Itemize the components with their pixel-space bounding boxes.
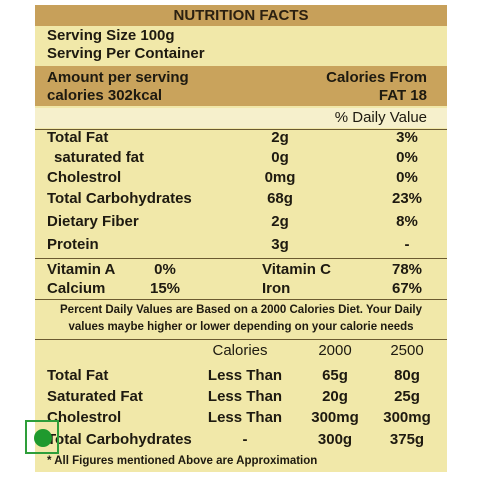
- footnote: Percent Daily Values are Based on a 2000…: [60, 304, 422, 316]
- title: NUTRITION FACTS: [173, 7, 309, 24]
- table-header: 2000: [318, 342, 352, 359]
- table-header: Calories: [212, 342, 268, 359]
- rule: [35, 339, 447, 340]
- table-cell: Total Fat: [47, 367, 109, 384]
- nutrient-name: saturated fat: [54, 149, 145, 166]
- calories: calories 302kcal: [47, 87, 163, 104]
- vitamin-name: Calcium: [47, 280, 106, 297]
- title-band: [35, 5, 447, 26]
- rule: [35, 129, 447, 130]
- serving-size: Serving Size 100g: [47, 27, 175, 44]
- serving-per-container: Serving Per Container: [47, 45, 205, 62]
- vitamin-name: Vitamin C: [262, 261, 331, 278]
- table-cell: -: [242, 431, 248, 448]
- daily-value-header: % Daily Value: [334, 109, 427, 126]
- nutrient-name: Total Carbohydrates: [47, 190, 192, 207]
- vitamin-name: Vitamin A: [47, 261, 116, 278]
- table-cell: 20g: [322, 388, 348, 405]
- nutrient-dv: 8%: [396, 213, 418, 230]
- selection-marker[interactable]: [25, 420, 59, 454]
- rule: [35, 299, 447, 300]
- table-cell: 80g: [394, 367, 420, 384]
- nutrient-amount: 0mg: [264, 169, 296, 186]
- table-cell: 375g: [389, 431, 425, 448]
- table-cell: Less Than: [207, 409, 283, 426]
- nutrient-name: Total Fat: [47, 129, 109, 146]
- footer-note: * All Figures mentioned Above are Approx…: [47, 455, 318, 467]
- nutrient-amount: 0g: [271, 149, 289, 166]
- amount-label: Amount per serving: [47, 69, 189, 86]
- vitamin-value: 78%: [391, 261, 423, 278]
- table-header: 2500: [390, 342, 424, 359]
- table-cell: 300mg: [383, 409, 431, 426]
- nutrient-dv: -: [404, 236, 410, 253]
- table-cell: 300g: [317, 431, 353, 448]
- nutrient-dv: 0%: [396, 149, 418, 166]
- vitamin-value: 67%: [391, 280, 423, 297]
- fat-calories: FAT 18: [378, 87, 427, 104]
- nutrient-amount: 2g: [271, 213, 289, 230]
- nutrient-dv: 0%: [396, 169, 418, 186]
- table-cell: Less Than: [207, 367, 283, 384]
- table-cell: 65g: [322, 367, 348, 384]
- table-cell: Less Than: [207, 388, 283, 405]
- vitamin-value: 0%: [154, 261, 176, 278]
- table-cell: 25g: [394, 388, 420, 405]
- vitamin-name: Iron: [262, 280, 291, 297]
- footnote: values maybe higher or lower depending o…: [68, 321, 414, 333]
- table-cell: 300mg: [311, 409, 359, 426]
- dv-band: [35, 108, 447, 128]
- nutrient-amount: 3g: [271, 236, 289, 253]
- nutrient-name: Protein: [47, 236, 99, 253]
- nutrient-name: Cholestrol: [47, 169, 122, 186]
- nutrient-dv: 3%: [396, 129, 418, 146]
- marker-dot: [34, 429, 52, 447]
- nutrient-name: Dietary Fiber: [47, 213, 139, 230]
- table-cell: Total Carbohydrates: [47, 431, 192, 448]
- nutrient-amount: 68g: [267, 190, 293, 207]
- amount-band: [35, 66, 447, 106]
- table-cell: Saturated Fat: [47, 388, 143, 405]
- rule: [35, 258, 447, 259]
- nutrient-dv: 23%: [391, 190, 423, 207]
- table-cell: Cholestrol: [47, 409, 122, 426]
- vitamin-value: 15%: [149, 280, 181, 297]
- nutrient-amount: 2g: [271, 129, 289, 146]
- calories-from: Calories From: [326, 69, 427, 86]
- nutrition-label: NUTRITION FACTS Serving Size 100g Servin…: [35, 5, 447, 472]
